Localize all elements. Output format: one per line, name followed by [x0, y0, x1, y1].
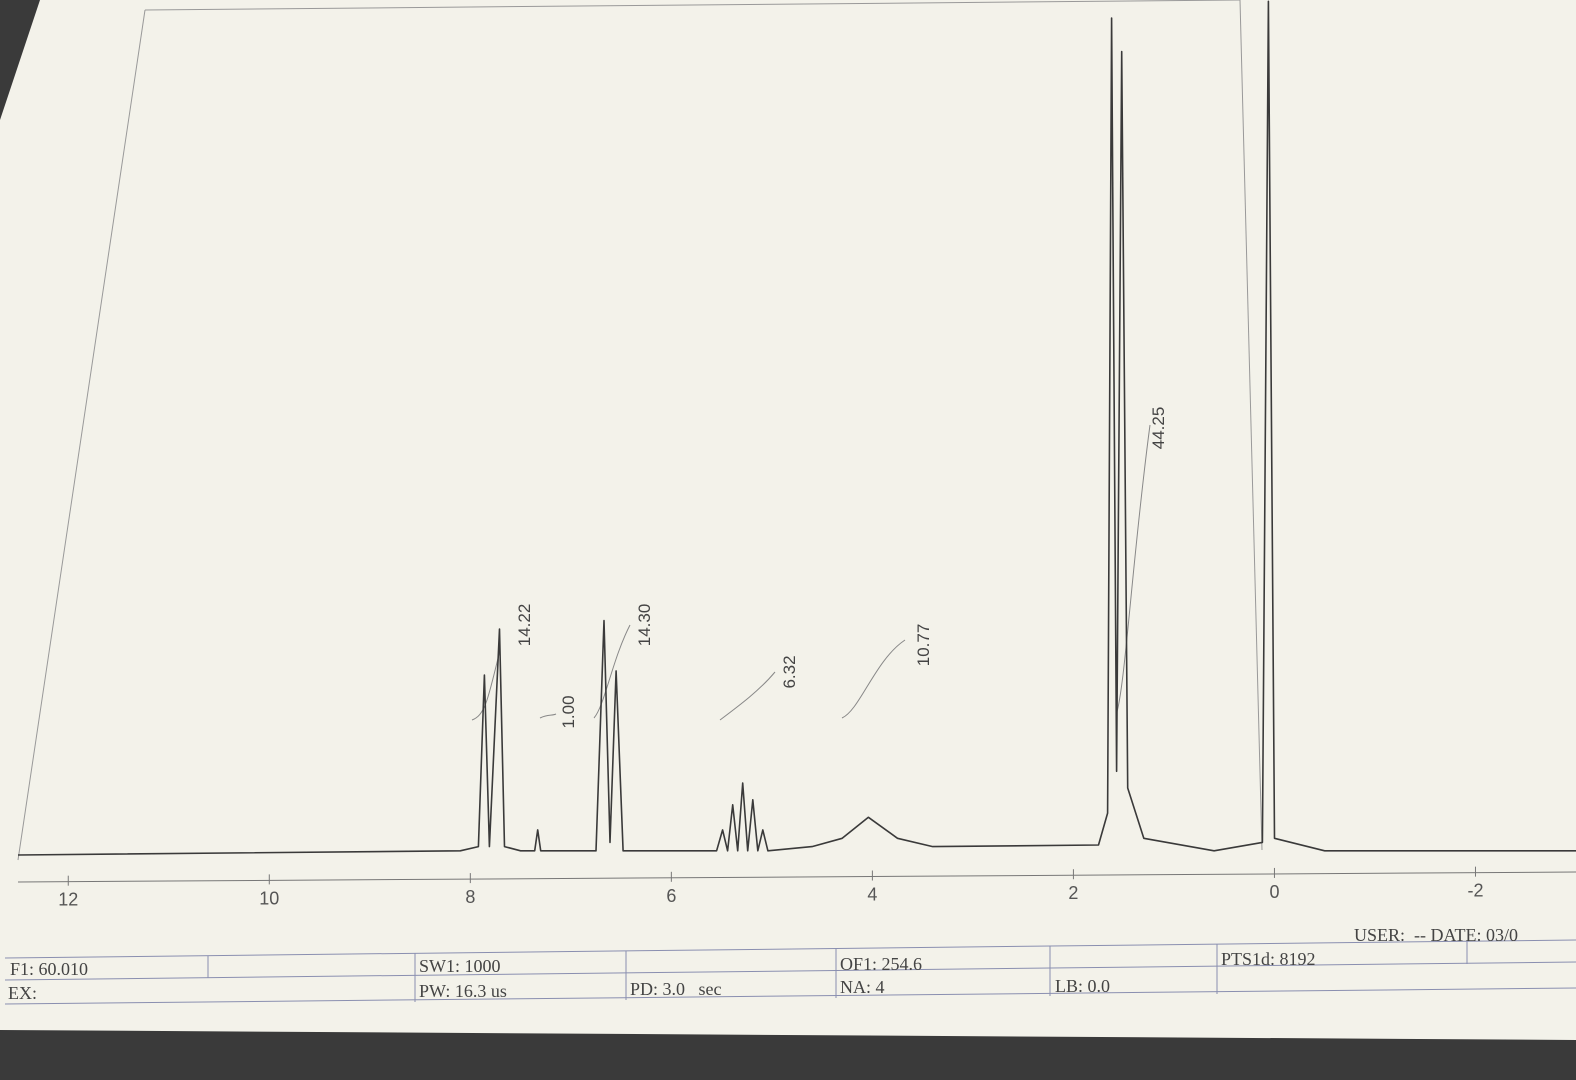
integral-label: 1.00 [559, 695, 578, 728]
x-tick-label: 10 [259, 888, 279, 908]
frame-left [17, 9, 146, 861]
x-tick-label: 2 [1068, 883, 1078, 903]
parameter: SW1: 1000 [419, 956, 501, 976]
paper [0, 0, 1576, 1040]
frame-right [1239, 0, 1263, 851]
parameter: PD: 3.0 sec [630, 979, 722, 999]
parameter: EX: [8, 983, 37, 1003]
parameter: LB: 0.0 [1055, 976, 1110, 996]
integral-label: 10.77 [914, 624, 933, 667]
x-tick-label: -2 [1467, 881, 1483, 901]
x-tick-label: 4 [867, 885, 877, 905]
x-tick-label: 8 [465, 887, 475, 907]
integral-label: 6.32 [780, 655, 799, 688]
parameter: USER: -- DATE: 03/0 [1354, 925, 1518, 945]
parameter: PTS1d: 8192 [1221, 949, 1316, 969]
frame-top [144, 0, 1241, 11]
parameter: OF1: 254.6 [840, 954, 922, 974]
parameter: F1: 60.010 [10, 959, 88, 979]
parameter: NA: 4 [840, 977, 885, 997]
integral-label: 14.30 [635, 604, 654, 647]
spectrum-line [17, 0, 1576, 856]
integral-label: 44.25 [1149, 407, 1168, 450]
x-tick-label: 12 [58, 890, 78, 910]
integral-curves [471, 424, 1151, 721]
x-tick-label: 6 [666, 886, 676, 906]
x-axis [17, 871, 1576, 883]
parameter: PW: 16.3 us [419, 981, 507, 1001]
x-tick-label: 0 [1269, 882, 1279, 902]
parameter-table [4, 939, 1576, 1005]
integral-label: 14.22 [515, 604, 534, 647]
